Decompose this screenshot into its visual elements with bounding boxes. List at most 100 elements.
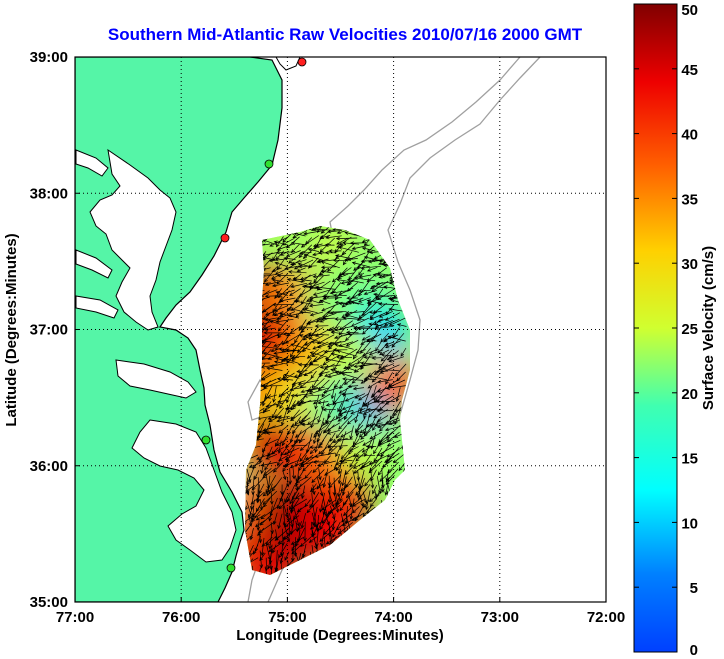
radar-station-marker: [297, 57, 307, 67]
velocity-arrow: [327, 485, 332, 504]
velocity-arrow: [297, 380, 319, 386]
velocity-arrow: [314, 324, 329, 328]
velocity-arrow: [361, 335, 371, 341]
velocity-arrow: [360, 361, 382, 366]
velocity-arrow: [350, 317, 370, 327]
velocity-arrow: [329, 432, 336, 442]
velocity-arrow: [343, 377, 355, 385]
velocity-arrow: [310, 409, 318, 429]
velocity-arrow: [375, 281, 394, 286]
velocity-arrow: [322, 304, 336, 321]
velocity-arrow: [271, 477, 283, 492]
velocity-arrow: [357, 326, 376, 331]
velocity-arrow: [308, 327, 324, 336]
velocity-arrow: [301, 543, 307, 559]
velocity-arrow: [245, 477, 250, 494]
velocity-arrow: [316, 430, 323, 443]
velocity-arrow: [347, 355, 364, 366]
velocity-arrow: [336, 482, 342, 498]
velocity-arrow: [297, 399, 312, 407]
velocity-arrow: [260, 537, 265, 557]
velocity-arrow: [268, 415, 282, 423]
velocity-arrow: [261, 536, 273, 547]
velocity-arrow: [301, 485, 306, 500]
velocity-arrow: [324, 416, 343, 424]
velocity-arrow: [298, 319, 307, 332]
velocity-arrow: [354, 407, 360, 424]
velocity-arrow: [386, 439, 401, 447]
velocity-arrow: [303, 521, 307, 542]
bay-river-1: [75, 149, 109, 177]
velocity-arrow: [354, 417, 366, 433]
velocity-arrow: [259, 513, 273, 526]
velocity-arrow: [387, 461, 399, 474]
velocity-arrow: [388, 356, 405, 363]
velocity-arrow: [278, 387, 290, 398]
velocity-arrow: [299, 430, 307, 444]
velocity-arrow: [265, 431, 276, 435]
velocity-arrow: [381, 467, 385, 489]
velocity-arrow: [265, 475, 277, 494]
velocity-arrow: [377, 302, 399, 306]
velocity-arrow: [363, 402, 370, 420]
velocity-arrow: [256, 477, 260, 499]
colorbar-tick-label: 5: [690, 580, 698, 597]
velocity-arrow: [314, 439, 319, 454]
velocity-arrow: [319, 317, 329, 323]
velocity-arrow: [361, 246, 376, 252]
velocity-arrow: [334, 343, 354, 350]
velocity-arrow: [367, 259, 388, 264]
velocity-arrow: [274, 265, 294, 275]
velocity-arrow: [308, 387, 329, 395]
y-tick-label: 38:00: [30, 185, 68, 202]
velocity-arrow: [376, 475, 382, 495]
velocity-arrow: [260, 371, 277, 381]
velocity-arrow: [300, 387, 318, 394]
velocity-arrow: [349, 498, 355, 521]
velocity-arrow: [376, 445, 394, 456]
velocity-arrow: [327, 446, 337, 456]
velocity-arrow: [296, 506, 306, 513]
velocity-arrow: [272, 385, 277, 403]
velocity-arrow: [321, 439, 331, 456]
velocity-arrow: [347, 297, 364, 304]
velocity-arrow: [268, 542, 282, 552]
velocity-arrow: [370, 387, 381, 398]
velocity-arrow: [312, 461, 325, 474]
velocity-arrow: [341, 402, 360, 411]
velocity-arrow: [369, 455, 383, 472]
velocity-arrow: [307, 247, 319, 252]
velocity-arrow: [357, 311, 370, 321]
velocity-arrow: [299, 446, 312, 463]
velocity-arrow: [317, 226, 325, 233]
velocity-arrow: [337, 522, 353, 535]
velocity-arrow: [334, 379, 341, 389]
velocity-arrow: [317, 460, 336, 467]
velocity-arrow: [317, 259, 337, 264]
x-tick-label: 73:00: [481, 609, 519, 626]
velocity-arrow: [319, 432, 329, 447]
velocity-arrow: [324, 282, 335, 299]
velocity-arrow: [304, 335, 324, 346]
velocity-arrow: [362, 349, 377, 357]
velocity-arrow: [293, 537, 298, 557]
velocity-arrow: [330, 386, 335, 400]
velocity-arrow: [355, 484, 364, 496]
velocity-arrow: [279, 311, 288, 318]
colorbar-gradient: [633, 3, 678, 653]
velocity-arrow: [370, 432, 377, 450]
velocity-arrow: [281, 237, 295, 246]
velocity-arrow: [339, 455, 355, 463]
velocity-arrow: [295, 303, 308, 318]
velocity-arrow: [273, 360, 289, 365]
velocity-arrow: [359, 340, 372, 354]
velocity-arrow: [269, 363, 283, 368]
velocity-arrow: [265, 453, 278, 460]
velocity-arrow: [366, 266, 378, 272]
velocity-arrow: [318, 296, 330, 304]
x-tick-label: 75:00: [268, 609, 306, 626]
velocity-arrow: [374, 320, 393, 328]
velocity-arrow: [371, 326, 382, 343]
velocity-arrow: [279, 393, 290, 409]
velocity-arrow: [300, 513, 306, 529]
